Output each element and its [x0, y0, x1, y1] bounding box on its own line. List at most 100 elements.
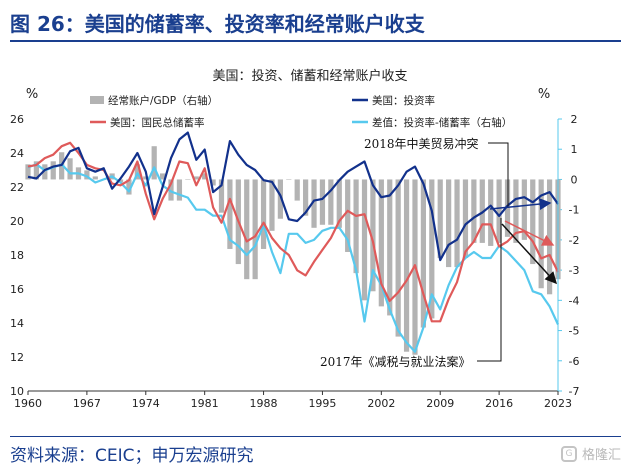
chart-title: 美国：投资、储蓄和经常账户收支 [212, 68, 407, 84]
current-account-bar [227, 179, 233, 249]
investment-savings-gap-line [27, 163, 559, 353]
report-header: 图 26：美国的储蓄率、投资率和经常账户收支 [0, 0, 631, 44]
current-account-bar [311, 179, 317, 228]
figure-title: 图 26：美国的储蓄率、投资率和经常账户收支 [10, 12, 425, 36]
current-account-bar [454, 179, 460, 268]
annotation-trade-war: 2018年中美贸易冲突 [364, 136, 479, 151]
left-unit-label: % [26, 87, 38, 102]
x-tick-label: 1974 [132, 397, 160, 410]
left-tick-label: 14 [10, 317, 24, 330]
current-account-bar [420, 179, 427, 328]
right-tick-label: -2 [569, 234, 580, 247]
trend-arrow-savings [504, 220, 555, 246]
current-account-bar [151, 146, 157, 180]
source-note: 资料来源：CEIC；申万宏源研究 [10, 446, 254, 466]
current-account-bar [361, 179, 368, 301]
left-tick-label: 18 [10, 249, 24, 262]
x-tick-label: 2016 [485, 397, 513, 410]
right-tick-label: -6 [569, 355, 580, 368]
current-account-bar [33, 161, 40, 180]
current-account-bar [193, 176, 199, 180]
current-account-bar [143, 176, 149, 180]
x-tick-label: 2009 [426, 397, 454, 410]
left-axis-ticks: 10 12 14 16 18 20 22 24 26 [10, 113, 24, 398]
annotation-tax-act-leader [477, 218, 502, 362]
current-account-bar [446, 179, 452, 268]
current-account-bar [328, 179, 334, 225]
current-account-bar [210, 179, 216, 186]
left-tick-label: 20 [10, 215, 24, 228]
legend-label-gap: 差值：投资率-储蓄率（右轴） [372, 116, 512, 129]
current-account-bar [50, 161, 56, 180]
x-tick-label: 1967 [73, 397, 101, 410]
annotations: 2018年中美贸易冲突 2017年《减税与就业法案》 [320, 136, 558, 369]
right-tick-label: 1 [571, 143, 578, 156]
current-account-bar [429, 179, 435, 319]
current-account-bar [378, 179, 384, 307]
right-unit-label: % [538, 87, 550, 102]
current-account-bar [134, 164, 140, 180]
current-account-bar [336, 179, 342, 228]
current-account-bar [504, 179, 511, 237]
current-account-bar [260, 179, 267, 249]
current-account-bar [25, 164, 31, 180]
current-account-bar [168, 179, 174, 201]
watermark-text: 格隆汇 [581, 448, 621, 463]
current-account-bar [277, 179, 283, 219]
legend-label-savings: 美国：国民总储蓄率 [110, 116, 205, 129]
right-tick-label: 2 [571, 113, 578, 126]
current-account-bar [42, 164, 48, 180]
current-account-bar [202, 173, 208, 180]
current-account-bar [117, 179, 124, 183]
left-tick-label: 10 [10, 385, 24, 398]
current-account-bar [530, 179, 536, 265]
current-account-bar [521, 179, 527, 240]
watermark: G 格隆汇 [560, 444, 621, 463]
current-account-bar [92, 176, 98, 180]
right-tick-label: -5 [569, 325, 580, 338]
left-tick-label: 16 [10, 283, 24, 296]
x-tick-label: 1988 [250, 397, 278, 410]
investment-rate-line [27, 131, 559, 262]
current-account-bar [345, 179, 351, 252]
current-account-bar [286, 179, 292, 180]
watermark-logo-icon: G [560, 445, 577, 462]
current-account-bar [303, 179, 309, 216]
current-account-bar [67, 158, 73, 180]
current-account-bar [252, 179, 258, 280]
left-tick-label: 24 [10, 147, 24, 160]
current-account-bar [294, 179, 300, 201]
annotation-trade-war-leader [488, 142, 509, 208]
x-tick-label: 1960 [14, 397, 42, 410]
left-tick-label: 22 [10, 181, 24, 194]
header-divider [10, 40, 621, 42]
legend-label-investment: 美国：投资率 [372, 94, 435, 107]
right-tick-label: -4 [569, 294, 580, 307]
legend: 经常账户/GDP（右轴） 美国：投资率 美国：国民总储蓄率 差值：投资率-储蓄率… [90, 94, 512, 129]
current-account-bar [403, 179, 410, 352]
current-account-bar [370, 179, 376, 292]
x-tick-label: 1981 [191, 397, 219, 410]
current-account-bar [471, 179, 477, 243]
current-account-bar [244, 179, 250, 280]
current-account-bar [395, 179, 401, 337]
left-tick-label: 26 [10, 113, 24, 126]
bar-series-current-account [25, 146, 561, 355]
current-account-bar [488, 179, 494, 246]
current-account-bar [159, 173, 166, 180]
annotation-tax-act: 2017年《减税与就业法案》 [320, 354, 471, 369]
current-account-bar [437, 179, 443, 259]
legend-label-current-account: 经常账户/GDP（右轴） [108, 94, 218, 107]
chart-svg: 美国：投资、储蓄和经常账户收支 % % 经常账户/GDP（右轴） 美国：投资率 … [10, 68, 580, 410]
current-account-bar [185, 179, 191, 180]
right-tick-label: -3 [569, 264, 580, 277]
legend-swatch-current-account [90, 96, 104, 104]
right-tick-label: -7 [569, 385, 580, 398]
current-account-bar [126, 179, 132, 195]
savings-rate-line [27, 141, 559, 323]
current-account-bar [269, 179, 275, 231]
x-tick-label: 2023 [544, 397, 572, 410]
trend-arrow-gap [501, 223, 558, 285]
current-account-bar [218, 179, 225, 213]
current-account-bar [353, 179, 359, 274]
